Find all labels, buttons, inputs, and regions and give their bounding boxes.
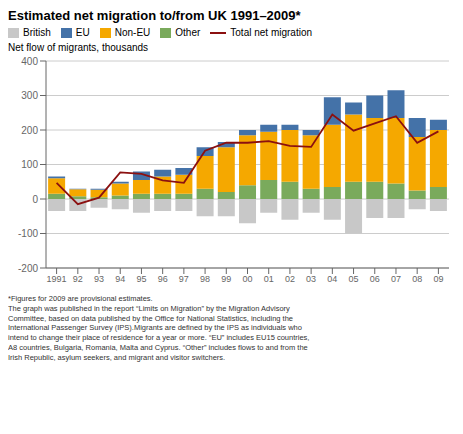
svg-text:03: 03 — [306, 274, 316, 284]
html-text:Estimated net migration to/fro: Estimated net migration to/from UK 1991–… — [8, 8, 301, 23]
html-text:The graph was published in the: The graph was published in the report “L… — [8, 303, 310, 362]
svg-text:08: 08 — [412, 274, 422, 284]
svg-text:94: 94 — [115, 274, 125, 284]
html-text:EU: EU — [75, 27, 90, 38]
svg-text:-100: -100 — [18, 228, 38, 239]
svg-text:200: 200 — [21, 125, 38, 136]
svg-text:93: 93 — [94, 274, 104, 284]
svg-text:05: 05 — [349, 274, 359, 284]
svg-text:09: 09 — [433, 274, 443, 284]
svg-text:99: 99 — [221, 274, 231, 284]
svg-text:04: 04 — [327, 274, 337, 284]
svg-text:92: 92 — [73, 274, 83, 284]
svg-text:98: 98 — [200, 274, 210, 284]
svg-text:100: 100 — [21, 159, 38, 170]
svg-text:97: 97 — [179, 274, 189, 284]
html-text:Total net migration: Total net migration — [230, 27, 312, 38]
svg-text:01: 01 — [264, 274, 274, 284]
svg-text:1991: 1991 — [47, 274, 67, 284]
svg-text:95: 95 — [136, 274, 146, 284]
svg-text:-200: -200 — [18, 263, 38, 274]
svg-text:02: 02 — [285, 274, 295, 284]
svg-text:00: 00 — [242, 274, 252, 284]
html-text:Non-EU: Non-EU — [114, 27, 151, 38]
html-text:Other: Other — [175, 27, 201, 38]
html-text:British: British — [23, 27, 51, 38]
html-text:*Figures for 2009 are provisio: *Figures for 2009 are provisional estima… — [8, 294, 153, 303]
svg-text:06: 06 — [370, 274, 380, 284]
svg-text:07: 07 — [391, 274, 401, 284]
svg-text:0: 0 — [32, 194, 38, 205]
svg-text:300: 300 — [21, 90, 38, 101]
svg-text:400: 400 — [21, 56, 38, 67]
svg-text:96: 96 — [158, 274, 168, 284]
html-text:Net flow of migrants, thousand: Net flow of migrants, thousands — [8, 42, 149, 53]
